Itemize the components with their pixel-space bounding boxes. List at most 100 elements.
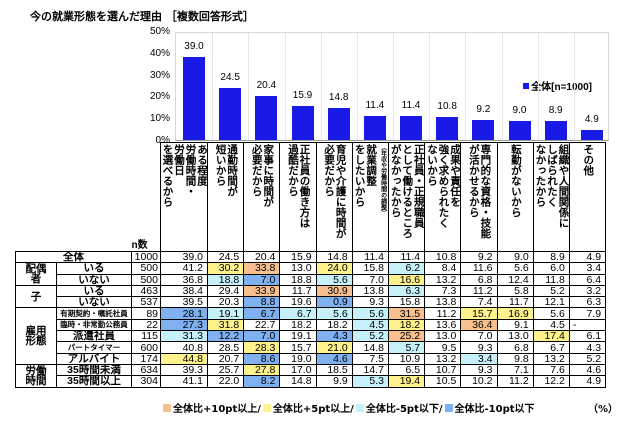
value-cell: 33.8 xyxy=(243,262,281,275)
value-cell: 5.6 xyxy=(532,307,570,320)
value-cell: 18.2 xyxy=(315,318,353,332)
column-header: ある程度 労働時間・ 労働日 を選べるから xyxy=(160,142,208,252)
value-cell: 11.7 xyxy=(496,296,534,309)
value-cell: 13.0 xyxy=(424,330,462,343)
value-cell: 13.6 xyxy=(424,318,462,332)
value-cell: 39.0 xyxy=(160,250,208,264)
value-cell: 6.8 xyxy=(460,273,498,286)
bar xyxy=(472,120,495,140)
value-cell: 11.8 xyxy=(532,273,570,286)
value-cell: 7.6 xyxy=(532,363,570,377)
bar-value-label: 11.4 xyxy=(401,99,421,111)
value-cell: 7.0 xyxy=(351,273,389,286)
bar-value-label: 20.4 xyxy=(256,80,277,92)
value-cell: 13.2 xyxy=(424,273,462,286)
value-cell: 0.9 xyxy=(315,296,353,309)
gridline xyxy=(356,33,358,140)
value-cell: 19.1 xyxy=(279,330,317,343)
value-cell: 9.8 xyxy=(496,352,534,365)
value-cell: 9.3 xyxy=(351,296,389,309)
table-row: いない 537 39.5 20.3 8.8 19.6 0.9 9.3 15.8 13.8 7.4 11… xyxy=(16,296,607,309)
value-cell: 19.0 xyxy=(279,352,317,365)
value-cell: 5.2 xyxy=(532,284,570,298)
bar-value-label: 14.8 xyxy=(328,92,349,104)
value-cell: 10.5 xyxy=(424,375,462,388)
value-cell: 8.6 xyxy=(243,352,281,365)
n-count-cell: 174 xyxy=(131,352,161,365)
value-cell: 16.9 xyxy=(496,307,534,320)
value-cell: 18.2 xyxy=(387,318,426,332)
column-header: （年収や労働時間の調整） 就業調整 をしたいから xyxy=(351,142,389,252)
value-cell: 14.8 xyxy=(279,375,317,388)
y-tick-label: 40% xyxy=(149,47,170,59)
value-cell: 17.0 xyxy=(279,363,317,377)
value-cell: 38.4 xyxy=(160,284,208,298)
n-count-cell: 600 xyxy=(131,341,161,354)
value-cell: 4.6 xyxy=(568,363,607,377)
n-count-cell: 22 xyxy=(131,318,161,332)
value-cell: 6.1 xyxy=(568,330,607,343)
gridline xyxy=(465,33,467,140)
table-row: 労働 時間 35時間未満 634 39.3 25.7 27.8 17.0 18.5 14.7 6.5… xyxy=(15,363,607,388)
value-cell: 7.0 xyxy=(243,330,281,343)
value-cell: 44.8 xyxy=(160,352,208,365)
value-cell: 7.9 xyxy=(568,307,607,320)
value-cell: 18.8 xyxy=(279,273,317,286)
y-tick-label: 10% xyxy=(149,113,170,125)
color-legend: 全体比+10pt以上/全体比+5pt以上/全体比-5pt以下/全体比-10pt以… xyxy=(163,400,537,415)
value-cell: 9.3 xyxy=(460,341,498,354)
value-cell: 7.4 xyxy=(460,296,498,309)
value-cell: 11.4 xyxy=(387,250,426,264)
column-header: その他 xyxy=(568,142,607,252)
legend-swatch-icon xyxy=(355,403,364,412)
value-cell: 20.3 xyxy=(206,296,245,309)
n-count-cell: 115 xyxy=(131,330,161,343)
chart-legend: 全体[n=1000] xyxy=(523,78,592,93)
bar xyxy=(400,115,423,140)
value-cell: 5.6 xyxy=(315,273,353,286)
unit-label: （%） xyxy=(588,404,619,415)
bar xyxy=(219,87,242,140)
value-cell: 30.9 xyxy=(315,284,353,298)
bar xyxy=(255,96,278,140)
value-cell: 7.0 xyxy=(460,330,498,343)
value-cell: 27.3 xyxy=(160,318,208,332)
value-cell: 6.0 xyxy=(532,262,570,275)
value-cell: 12.2 xyxy=(206,330,245,343)
value-cell: 19.4 xyxy=(387,375,426,388)
value-cell: 8.2 xyxy=(243,375,281,388)
value-cell: 6.8 xyxy=(496,341,534,354)
table-row: 派遣社員 115 31.3 12.2 7.0 19.1 4.3 5.2 25.2 13.0 7.0 1… xyxy=(16,330,607,343)
y-tick-label: 0% xyxy=(155,135,170,146)
value-cell: 36.8 xyxy=(160,273,208,286)
value-cell: 9.3 xyxy=(460,363,498,377)
value-cell: 7.3 xyxy=(424,284,462,298)
value-cell: 6.7 xyxy=(243,307,281,320)
value-cell: 41.1 xyxy=(160,375,208,388)
value-cell: 5.2 xyxy=(568,352,607,365)
row-label: 臨時・非常勤公務員 xyxy=(56,318,132,332)
value-cell: 31.5 xyxy=(387,307,426,320)
value-cell: 22.0 xyxy=(206,375,245,388)
value-cell: 13.8 xyxy=(351,284,389,298)
value-cell: 29.4 xyxy=(206,284,245,298)
value-cell: 19.6 xyxy=(279,296,317,309)
value-cell: 4.5 xyxy=(351,318,389,332)
row-label: いない xyxy=(56,296,132,309)
value-cell: 10.2 xyxy=(460,375,498,388)
n-count-cell: 1000 xyxy=(131,250,161,264)
value-cell: 7.1 xyxy=(496,363,534,377)
legend-label: 全体比-5pt以下/ xyxy=(365,404,443,415)
value-cell: 4.3 xyxy=(315,330,353,343)
value-cell: 24.5 xyxy=(206,250,245,264)
value-cell: 12.4 xyxy=(496,273,534,286)
value-cell: 6.7 xyxy=(279,307,317,320)
table-row: アルバイト 174 44.8 20.7 8.6 19.0 4.6 7.5 10.9 13.2 3.4… xyxy=(16,352,607,365)
bar-value-label: 4.9 xyxy=(584,113,599,125)
y-tick-label: 30% xyxy=(149,69,170,81)
value-cell: 40.8 xyxy=(160,341,208,354)
value-cell: 15.8 xyxy=(387,296,426,309)
n-count-cell: 304 xyxy=(131,375,161,388)
table-row: パートタイマー 600 40.8 28.5 28.3 15.7 21.0 14.8 5.7 9.5… xyxy=(16,341,607,354)
value-cell: 5.6 xyxy=(496,262,534,275)
